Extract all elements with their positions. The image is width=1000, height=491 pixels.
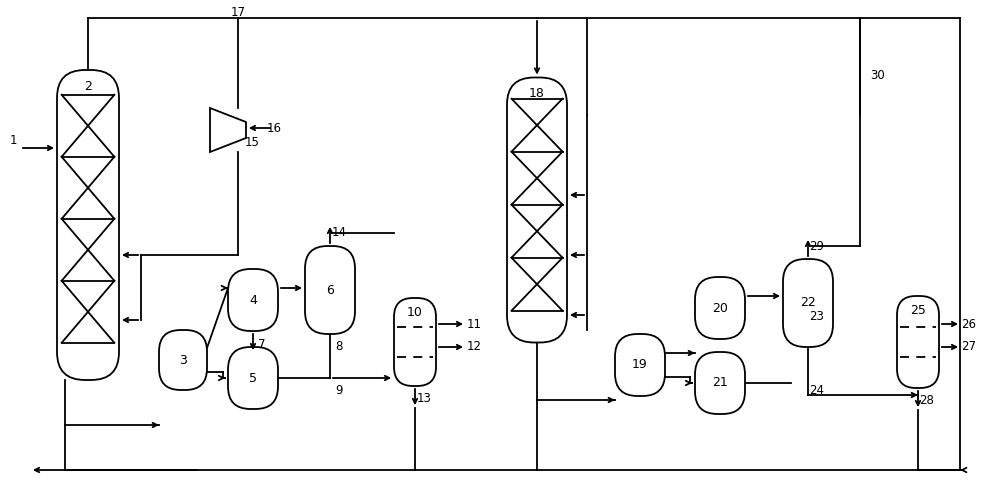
- Text: 22: 22: [800, 297, 816, 309]
- FancyBboxPatch shape: [615, 334, 665, 396]
- Text: 1: 1: [9, 135, 17, 147]
- Text: 10: 10: [407, 305, 423, 319]
- FancyBboxPatch shape: [695, 352, 745, 414]
- FancyBboxPatch shape: [228, 347, 278, 409]
- Text: 18: 18: [529, 87, 545, 100]
- Text: 9: 9: [335, 383, 343, 397]
- Text: 6: 6: [326, 283, 334, 297]
- Text: 13: 13: [417, 392, 431, 406]
- Text: 4: 4: [249, 294, 257, 306]
- Text: 7: 7: [258, 337, 266, 351]
- Text: 11: 11: [466, 318, 482, 330]
- FancyBboxPatch shape: [228, 269, 278, 331]
- Text: 24: 24: [810, 384, 824, 398]
- Text: 5: 5: [249, 372, 257, 384]
- Text: 2: 2: [84, 80, 92, 92]
- Text: 8: 8: [335, 339, 343, 353]
- Text: 21: 21: [712, 377, 728, 389]
- Text: 19: 19: [632, 358, 648, 372]
- FancyBboxPatch shape: [783, 259, 833, 347]
- Text: 25: 25: [910, 303, 926, 317]
- Text: 14: 14: [332, 226, 347, 240]
- Text: 17: 17: [230, 5, 246, 19]
- Text: 3: 3: [179, 354, 187, 366]
- Polygon shape: [210, 108, 246, 152]
- Text: 12: 12: [466, 340, 482, 354]
- Text: 20: 20: [712, 301, 728, 315]
- Text: 27: 27: [962, 340, 976, 354]
- FancyBboxPatch shape: [159, 330, 207, 390]
- Text: 26: 26: [962, 318, 976, 330]
- FancyBboxPatch shape: [897, 296, 939, 388]
- FancyBboxPatch shape: [57, 70, 119, 380]
- Text: 29: 29: [810, 240, 824, 252]
- FancyBboxPatch shape: [507, 78, 567, 343]
- FancyBboxPatch shape: [305, 246, 355, 334]
- FancyBboxPatch shape: [394, 298, 436, 386]
- Text: 28: 28: [920, 394, 934, 408]
- Text: 23: 23: [810, 309, 824, 323]
- FancyBboxPatch shape: [695, 277, 745, 339]
- Text: 16: 16: [266, 121, 282, 135]
- Text: 15: 15: [245, 136, 259, 148]
- Text: 30: 30: [870, 69, 885, 82]
